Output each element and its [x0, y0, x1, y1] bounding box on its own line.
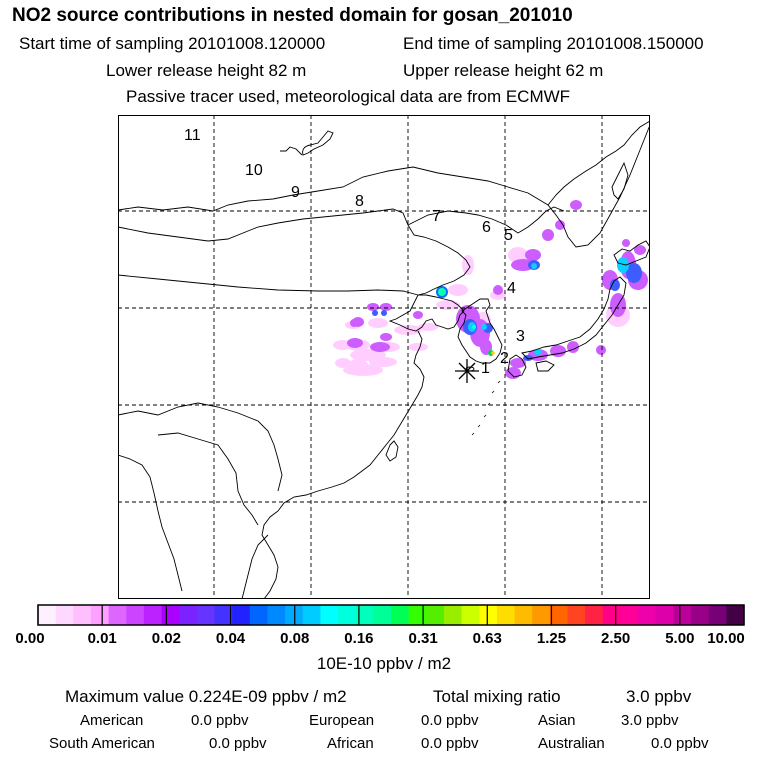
colorbar-swatch	[232, 605, 251, 625]
colorbar-swatch	[585, 605, 604, 625]
colorbar-swatch	[408, 605, 427, 625]
trajectory-label: 9	[291, 184, 300, 201]
colorbar-frame	[37, 604, 745, 626]
colorbar-tick-label: 0.31	[408, 630, 438, 647]
colorbar-swatch	[196, 605, 215, 625]
max-value-label: Maximum value 0.224E-09 ppbv / m2	[65, 687, 347, 706]
colorbar-swatch	[391, 605, 410, 625]
colorbar-swatch	[338, 605, 357, 625]
graticule	[118, 115, 650, 599]
colorbar-swatch	[249, 605, 268, 625]
region-value: 0.0 ppbv	[191, 712, 249, 729]
upper-release-label: Upper release height 62 m	[403, 61, 604, 80]
region-value: 0.0 ppbv	[421, 735, 479, 752]
colorbar-swatch	[126, 605, 145, 625]
colorbar-swatch	[214, 605, 233, 625]
colorbar-swatch	[673, 605, 692, 625]
colorbar-tick-label: 2.50	[601, 630, 631, 647]
colorbar-swatch	[90, 605, 109, 625]
trajectory-label: 8	[355, 193, 364, 210]
colorbar-unit: 10E-10 ppbv / m2	[316, 654, 452, 673]
colorbar-swatch	[179, 605, 198, 625]
colorbar-swatch	[514, 605, 533, 625]
sampling-times: Start time of sampling 20101008.120000 E…	[0, 34, 768, 56]
total-mixing-label: Total mixing ratio	[433, 687, 561, 706]
colorbar-swatch	[567, 605, 586, 625]
total-mixing-value: 3.0 ppbv	[626, 687, 692, 706]
colorbar-tick-label: 5.00	[665, 630, 695, 647]
colorbar-swatch	[302, 605, 321, 625]
tracer-row: Passive tracer used, meteorological data…	[0, 87, 768, 109]
colorbar-swatch	[620, 605, 639, 625]
colorbar-swatch	[549, 605, 568, 625]
colorbar-swatch	[708, 605, 727, 625]
tracer-note: Passive tracer used, meteorological data…	[126, 87, 571, 106]
colorbar-swatch	[532, 605, 551, 625]
map-frame	[118, 115, 650, 599]
colorbar-swatch	[443, 605, 462, 625]
colorbar-swatch	[655, 605, 674, 625]
colorbar-tick-label: 0.08	[280, 630, 310, 647]
colorbar-swatch	[73, 605, 92, 625]
region-value: 3.0 ppbv	[621, 712, 679, 729]
coastlines	[118, 120, 650, 599]
colorbar-swatch	[496, 605, 515, 625]
colorbar-tick-label: 0.02	[151, 630, 181, 647]
trajectory-labels: 1 2 3 4 5 6 7 8 9 10 11	[184, 127, 525, 377]
colorbar-tick-label: 10.00	[707, 630, 745, 647]
region-name: European	[309, 712, 375, 729]
lower-release-label: Lower release height 82 m	[106, 61, 307, 80]
map-panel: 1 2 3 4 5 6 7 8 9 10 11	[118, 115, 650, 599]
colorbar-swatch	[602, 605, 621, 625]
colorbar-swatch	[373, 605, 392, 625]
asterisk-icon	[455, 359, 479, 383]
colorbar-swatch	[461, 605, 480, 625]
colorbar-swatch	[108, 605, 127, 625]
region-value: 0.0 ppbv	[421, 712, 479, 729]
release-heights: Lower release height 82 m Upper release …	[0, 61, 768, 83]
colorbar-swatch	[267, 605, 286, 625]
colorbar-swatch	[143, 605, 162, 625]
start-time-label: Start time of sampling 20101008.120000	[19, 34, 326, 53]
region-name: Australian	[538, 735, 605, 752]
colorbar-swatch	[355, 605, 374, 625]
colorbar-swatch	[161, 605, 180, 625]
colorbar-swatches	[37, 604, 745, 626]
trajectory-label: 3	[516, 328, 525, 345]
trajectory-label: 4	[507, 280, 516, 297]
trajectory-label: 10	[245, 162, 263, 179]
colorbar-tick-label: 0.01	[87, 630, 117, 647]
trajectory-label: 6	[482, 219, 491, 236]
colorbar-swatch	[285, 605, 304, 625]
colorbar-swatch	[320, 605, 339, 625]
region-value: 0.0 ppbv	[651, 735, 709, 752]
colorbar-swatch	[38, 605, 57, 625]
region-name: South American	[49, 735, 155, 752]
colorbar-tick-label: 0.04	[215, 630, 246, 647]
colorbar-swatch	[426, 605, 445, 625]
colorbar-swatch	[726, 605, 745, 625]
colorbar-swatch	[691, 605, 710, 625]
colorbar-tick-label: 1.25	[536, 630, 567, 647]
colorbar-swatch	[638, 605, 657, 625]
trajectory-label: 7	[432, 208, 441, 225]
colorbar-tick-label: 0.00	[15, 630, 45, 647]
colorbar-swatch	[479, 605, 498, 625]
region-name: African	[327, 735, 374, 752]
region-name: Asian	[538, 712, 576, 729]
colorbar-swatch	[55, 605, 74, 625]
end-time-label: End time of sampling 20101008.150000	[403, 34, 704, 53]
trajectory-label: 1	[481, 360, 490, 377]
trajectory-label: 5	[504, 227, 513, 244]
trajectory-label: 2	[500, 350, 509, 367]
colorbar-tick-label: 0.16	[344, 630, 374, 647]
colorbar: 0.00 0.01 0.02 0.04 0.08 0.16 0.31 0.63 1.25 2.50…	[0, 600, 768, 660]
page-title: NO2 source contributions in nested domai…	[12, 5, 573, 26]
region-name: American	[80, 712, 144, 729]
trajectory-label: 11	[184, 127, 201, 144]
colorbar-tick-label: 0.63	[472, 630, 502, 647]
region-value: 0.0 ppbv	[209, 735, 267, 752]
